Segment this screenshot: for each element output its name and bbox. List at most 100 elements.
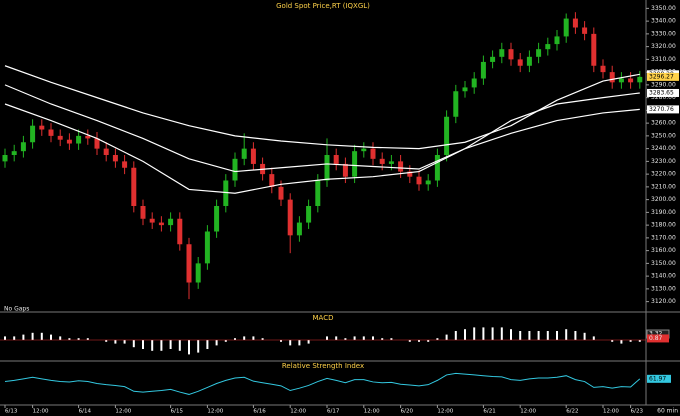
- y-tick-label: 3130.00: [651, 285, 676, 292]
- candle-body: [39, 125, 45, 130]
- candle-body: [94, 138, 100, 149]
- macd-title: MACD: [313, 314, 334, 322]
- y-tick-label: 3320.00: [651, 43, 676, 50]
- y-tick-label: 3200.00: [651, 196, 676, 203]
- price-tag-label: 3270.76: [649, 106, 674, 113]
- price-tag: [647, 105, 679, 114]
- candle-body: [250, 148, 256, 164]
- candle-body: [57, 135, 63, 140]
- y-tick-label: 3350.00: [651, 5, 676, 12]
- timeframe: 60 min: [657, 408, 678, 415]
- chart-title: Gold Spot Price,RT (IQXGL): [276, 2, 370, 10]
- candle-body: [287, 199, 293, 236]
- candle-body: [278, 186, 284, 200]
- candle-body: [324, 155, 330, 181]
- candle-body: [526, 56, 532, 66]
- x-tick-label: 6/16: [253, 409, 266, 415]
- candle-body: [425, 180, 431, 185]
- moving-average: [4, 103, 640, 194]
- candle-body: [195, 263, 201, 283]
- candle-body: [296, 222, 302, 236]
- y-tick-label: 3160.00: [651, 247, 676, 254]
- price-tag-label: 3283.65: [649, 89, 674, 96]
- candle-body: [517, 59, 523, 66]
- candle-body: [20, 142, 26, 152]
- candle-body: [444, 116, 450, 155]
- x-tick-label: 6/14: [79, 409, 92, 415]
- rsi-tag: [647, 374, 671, 383]
- y-tick-label: 3170.00: [651, 234, 676, 241]
- y-tick-label: 3280.00: [651, 94, 676, 101]
- x-tick-label: 12:00: [520, 409, 536, 415]
- candle-body: [204, 231, 210, 264]
- y-tick-label: 3250.00: [651, 132, 676, 139]
- candle-body: [158, 222, 164, 226]
- candle-body: [628, 78, 634, 83]
- y-tick-label: 3260.00: [651, 120, 676, 127]
- candle-body: [379, 158, 385, 164]
- candle-body: [434, 155, 440, 181]
- candle-body: [122, 161, 128, 168]
- y-tick-label: 3240.00: [651, 145, 676, 152]
- candle-body: [398, 161, 404, 172]
- candle-body: [333, 155, 339, 164]
- y-tick-label: 3210.00: [651, 183, 676, 190]
- candle-body: [407, 171, 413, 177]
- candle-body: [618, 78, 624, 83]
- candle-body: [508, 49, 514, 60]
- candle-body: [48, 129, 54, 136]
- candle-body: [490, 56, 496, 62]
- candle-body: [214, 206, 220, 232]
- candle-body: [30, 125, 36, 143]
- x-tick-label: 6/23: [631, 409, 644, 415]
- candle-body: [582, 27, 588, 34]
- candle-body: [315, 180, 321, 206]
- y-tick-label: 3190.00: [651, 209, 676, 216]
- candle-body: [480, 61, 486, 79]
- x-tick-label: 6/13: [5, 409, 18, 415]
- candle-body: [416, 176, 422, 185]
- candle-body: [177, 218, 183, 245]
- candle-body: [453, 91, 459, 117]
- candle-body: [554, 36, 560, 45]
- candle-body: [600, 65, 606, 73]
- x-tick-label: 6/22: [566, 409, 578, 415]
- candle-body: [140, 206, 146, 219]
- x-tick-label: 12:00: [33, 409, 49, 415]
- moving-average: [4, 65, 640, 150]
- y-tick-label: 3220.00: [651, 171, 676, 178]
- candle-body: [545, 44, 551, 50]
- signal-tag: [647, 334, 669, 343]
- candle-body: [609, 72, 615, 83]
- x-tick-label: 12:00: [207, 409, 223, 415]
- candle-body: [342, 163, 348, 177]
- moving-average: [4, 84, 640, 173]
- candle-body: [572, 18, 578, 28]
- candle-body: [536, 49, 542, 57]
- candle-body: [11, 151, 17, 155]
- y-tick-label: 3290.00: [651, 81, 676, 88]
- candle-body: [66, 139, 72, 144]
- y-tick-label: 3310.00: [651, 56, 676, 63]
- rsi-value: 61.97: [649, 375, 666, 382]
- candle-body: [186, 244, 192, 283]
- candle-body: [269, 174, 275, 187]
- candle-body: [112, 155, 118, 162]
- x-tick-label: 6/17: [327, 409, 340, 415]
- candle-body: [361, 148, 367, 152]
- candle-body: [2, 155, 8, 162]
- candle-body: [563, 18, 569, 37]
- price-tag: [647, 88, 679, 97]
- y-tick-label: 3180.00: [651, 222, 676, 229]
- x-tick-label: 12:00: [115, 409, 131, 415]
- macd-value: 3.32: [649, 331, 663, 338]
- candle-body: [232, 158, 238, 181]
- candle-body: [241, 148, 247, 159]
- candle-body: [168, 218, 174, 226]
- candle-body: [103, 148, 109, 155]
- candle-body: [131, 167, 137, 206]
- price-tag: [647, 72, 679, 81]
- candle-body: [223, 180, 229, 206]
- y-tick-label: 3330.00: [651, 30, 676, 37]
